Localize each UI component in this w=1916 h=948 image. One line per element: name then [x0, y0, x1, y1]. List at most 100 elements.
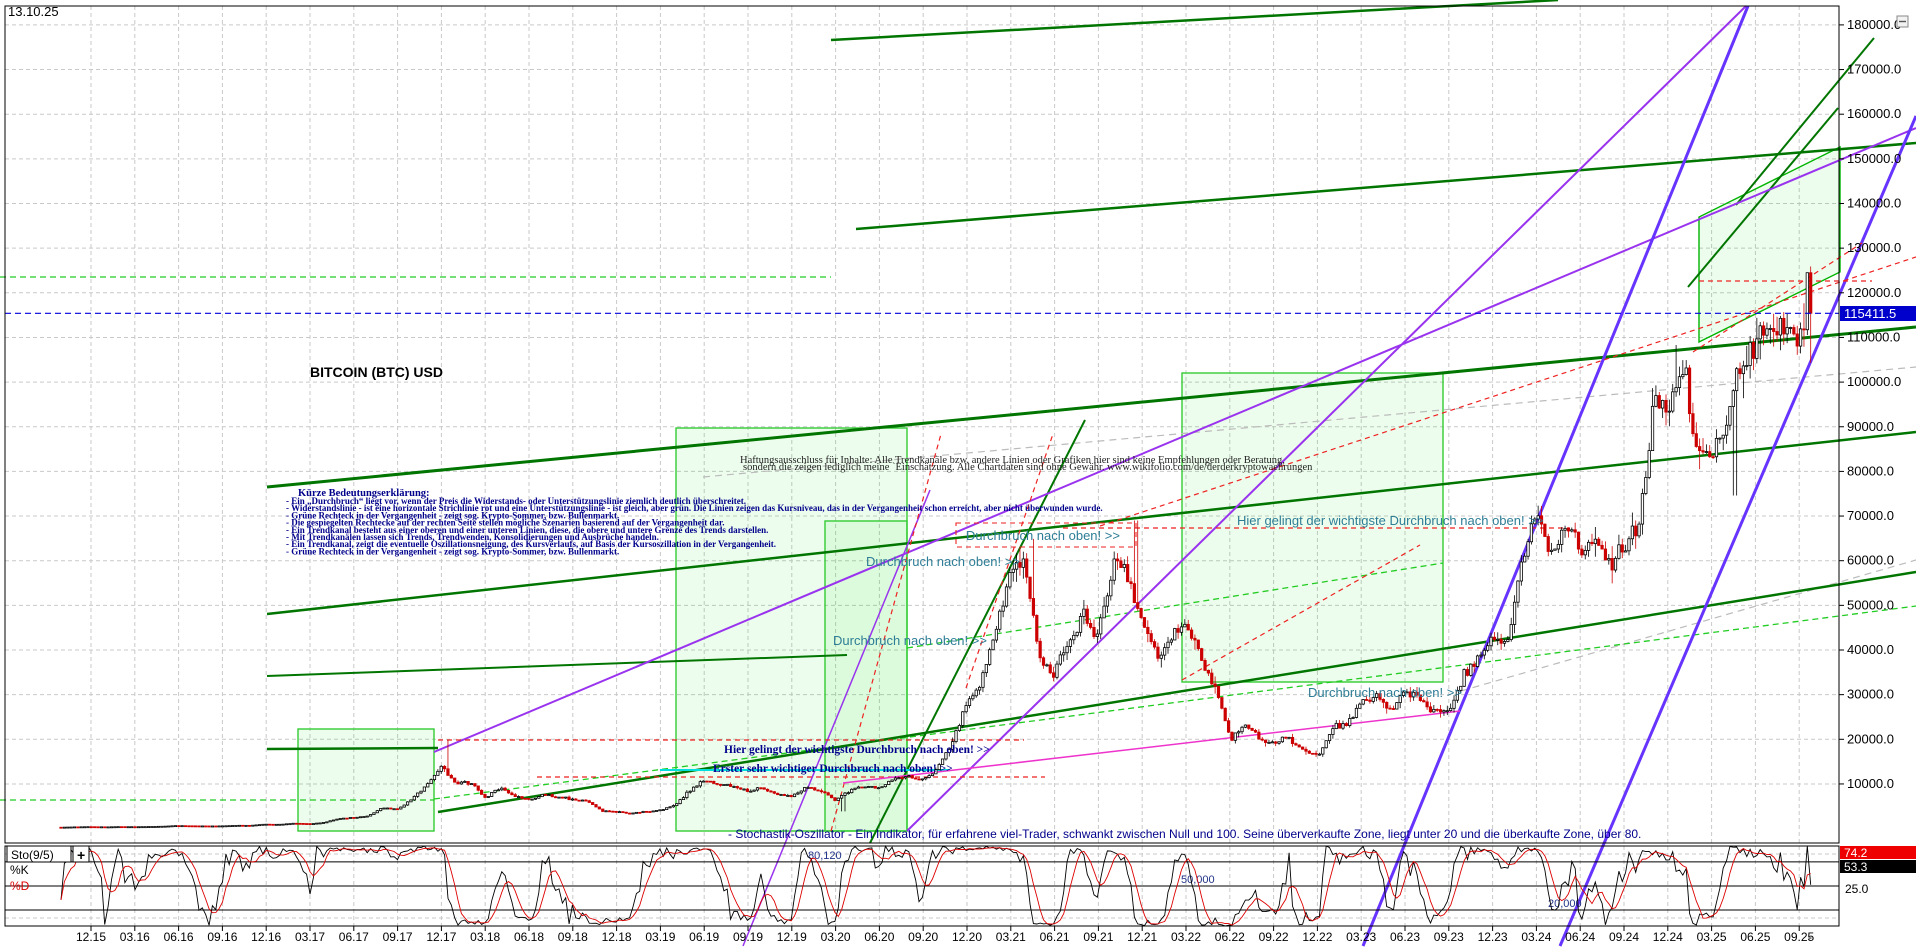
gridlines — [5, 6, 1839, 926]
breakout-annotation: Durchbruch nach oben! >> — [866, 554, 1020, 569]
price-axis-label: 140000.0 — [1847, 196, 1901, 211]
explanation-line: - Ein Trendkanal besteht aus einer obere… — [286, 525, 768, 535]
breakout-annotation: Hier gelingt der wichtigste Durchbruch n… — [1237, 513, 1543, 528]
sto-label-box[interactable] — [6, 845, 72, 863]
price-axis-label: 120000.0 — [1847, 285, 1901, 300]
time-axis-label: 09.22 — [1259, 930, 1289, 944]
gray-dashed-trend-line — [1460, 559, 1916, 692]
green-trend-line — [830, 0, 1559, 42]
price-axis-label: 10000.0 — [1847, 776, 1894, 791]
gray-dashed-trend-line — [702, 366, 1916, 478]
explanation-line: - Ein Trendkanal, zeigt die eventuelle O… — [286, 539, 776, 549]
time-axis-label: 09.19 — [733, 930, 763, 944]
time-axis-label: 12.21 — [1127, 930, 1157, 944]
candlesticks — [59, 266, 1813, 829]
stochastic-description: - Stochastik-Oszillator - Ein Indikator,… — [728, 827, 1641, 841]
time-axis-label: 12.20 — [952, 930, 982, 944]
add-indicator-button[interactable]: + — [72, 845, 90, 863]
price-axis-label: 130000.0 — [1847, 240, 1901, 255]
violet-trend-line — [906, 5, 1747, 832]
stochastic-k-badge: 53.3 — [1840, 860, 1916, 874]
stochastic-d-badge: 74.2 — [1840, 846, 1916, 860]
time-axis-label: 03.19 — [645, 930, 675, 944]
chart-annotations: Durchbruch nach oben! >> Durchbruch nach … — [286, 496, 1543, 775]
axis-labels: 180000.0 170000.0 160000.0 150000.0 140000.0… — [76, 17, 1901, 944]
percent-d-label: %D — [10, 879, 30, 893]
time-axis-label: 09.18 — [558, 930, 588, 944]
price-axis-label: 170000.0 — [1847, 62, 1901, 77]
red-dashed-resistance-line — [1181, 544, 1421, 681]
bull-market-box — [297, 728, 435, 832]
price-axis-label: 110000.0 — [1847, 329, 1900, 344]
time-axis-label: 12.17 — [426, 930, 456, 944]
green-dashed-support-line — [433, 605, 1916, 800]
breakout-annotation: Durchbruch nach oben! >> — [966, 528, 1120, 543]
bull-market-box — [675, 427, 908, 832]
price-axis-label: 50000.0 — [1847, 597, 1894, 612]
bull-market-box — [824, 520, 908, 832]
plus-icon: + — [77, 847, 85, 863]
time-axis-label: 06.25 — [1740, 930, 1770, 944]
time-axis-label: 03.21 — [996, 930, 1026, 944]
disclaimer-line-2: sondern die zeigen lediglich meine `Eins… — [743, 462, 1313, 473]
time-axis-label: 12.23 — [1478, 930, 1508, 944]
sto-label: Sto(9/5) — [11, 848, 54, 862]
disclaimer-line-1: Haftungsausschluss für Inhalte: Alle Tre… — [740, 455, 1285, 466]
price-axis-label: 100000.0 — [1847, 374, 1901, 389]
red-dashed-resistance-line — [1692, 242, 1863, 353]
price-axis-label: 80000.0 — [1847, 463, 1894, 478]
chart-title: BITCOIN (BTC) USD — [310, 364, 443, 380]
time-axis-label: 06.17 — [339, 930, 369, 944]
time-axis-label: 03.24 — [1521, 930, 1551, 944]
time-axis-label: 03.16 — [120, 930, 150, 944]
time-axis-label: 06.16 — [164, 930, 194, 944]
k-badge-bg — [1840, 860, 1916, 873]
time-axis-label: 06.24 — [1565, 930, 1595, 944]
price-axis-label: 90000.0 — [1847, 419, 1894, 434]
explanation-line: - Ein „Durchbruch“ liegt vor, wenn der P… — [286, 496, 746, 506]
breakout-annotation: Erster sehr wichtiger Durchbruch nach ob… — [713, 763, 953, 775]
price-axis-label: 40000.0 — [1847, 642, 1894, 657]
time-axis-label: 12.19 — [777, 930, 807, 944]
time-axis-label: 06.19 — [689, 930, 719, 944]
oscillator-extra-tick: 25.0 — [1845, 882, 1869, 896]
current-price-label-bg — [1840, 306, 1916, 321]
price-axis-label: 30000.0 — [1847, 687, 1894, 702]
explanation-title: Kürze Bedeutungserklärung: — [298, 488, 430, 499]
time-axis-label: 09.17 — [383, 930, 413, 944]
blue-violet-trend-line — [1361, 5, 1750, 947]
time-axis-label: 09.24 — [1609, 930, 1639, 944]
d-badge-bg — [1840, 846, 1916, 859]
time-axis-label: 09.23 — [1434, 930, 1464, 944]
scenario-parallelogram — [1698, 145, 1841, 344]
green-trend-line — [855, 141, 1916, 231]
time-axis-label: 09.16 — [207, 930, 237, 944]
green-trend-line — [869, 419, 1086, 844]
violet-trend-line — [742, 489, 931, 947]
stochastic-indicator-label[interactable]: Sto(9/5) — [6, 845, 72, 863]
red-dashed-resistance-line — [1099, 256, 1916, 527]
oscillator-panel-frame — [4, 845, 1840, 927]
time-axis-label: 06.23 — [1390, 930, 1420, 944]
stochastic-k-line — [60, 845, 1812, 927]
blue-violet-trend-line — [1558, 115, 1916, 947]
time-axis-label: 06.20 — [864, 930, 894, 944]
time-axis-label: 09.25 — [1784, 930, 1814, 944]
explanation-line: - Grüne Rechteck in der Vergangenheit - … — [286, 546, 619, 556]
price-axis-label: 20000.0 — [1847, 731, 1894, 746]
green-trend-line — [437, 570, 1916, 814]
time-axis-label: 03.23 — [1346, 930, 1376, 944]
time-axis-end-label: - — [1808, 930, 1812, 944]
explanation-line: - Widerstandslinie - ist eine horizontal… — [286, 503, 1103, 513]
green-trend-line — [266, 746, 439, 751]
date-label: 13.10.25 — [8, 4, 59, 19]
oscillator-level-label: 20,000 — [1548, 898, 1582, 910]
collapse-legend-button[interactable] — [1896, 15, 1909, 28]
green-trend-line — [1735, 37, 1875, 206]
current-price-value: 115411.5 — [1844, 306, 1896, 321]
percent-k-label: %K — [10, 863, 29, 877]
plus-button-box[interactable] — [72, 845, 90, 863]
